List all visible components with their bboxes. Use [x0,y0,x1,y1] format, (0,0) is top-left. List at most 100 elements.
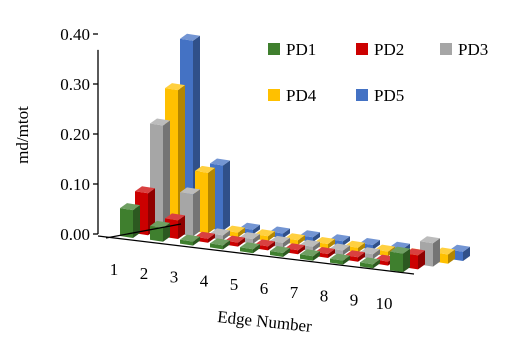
bar-side-face [208,167,215,234]
x-tick-label: 2 [140,264,149,283]
bar-pd1-edge-4 [210,238,230,250]
bar-side-face [433,238,440,267]
legend-swatch [268,89,280,101]
x-tick-label: 4 [200,271,209,290]
bar-side-face [328,239,335,249]
bar-top-face [270,235,290,243]
bar-side-face [343,236,350,246]
bar-side-face [298,245,305,255]
bar-side-face [313,241,320,252]
bar-side-face [178,215,185,239]
bar-top-face [120,203,140,211]
legend-label: PD1 [286,40,316,59]
x-tick-label: 9 [350,290,359,309]
bar-side-face [253,224,260,235]
bar-front-face [150,225,163,242]
bar-side-face [163,120,170,233]
bar-side-face [283,248,290,257]
bar-side-face [313,251,320,261]
bar-side-face [418,250,425,270]
bar-top-face [420,236,440,244]
bar-pd1-edge-8 [330,253,350,265]
bar-pd1-edge-10 [390,246,410,273]
y-tick-label: 0.00 [60,225,90,244]
floor-depth-line [105,223,182,239]
bar-top-face [165,213,185,221]
legend-item-pd3: PD3 [440,40,488,59]
bar-side-face [238,227,245,238]
x-tick-label: 10 [376,294,393,313]
bar-side-face [268,231,275,241]
bar-side-face [343,255,350,265]
legend-item-pd5: PD5 [356,86,404,105]
bar-pd1-edge-6 [270,246,290,257]
legend-label: PD4 [286,86,317,105]
bar-side-face [283,237,290,248]
bar-side-face [373,240,380,250]
bar-side-face [463,246,470,261]
bar-side-face [298,235,305,245]
y-tick-label: 0.10 [60,175,90,194]
bar-side-face [448,249,455,264]
bar-side-face [238,237,245,247]
bar-side-face [223,160,230,231]
legend-label: PD3 [458,40,488,59]
legend-swatch [268,43,280,55]
y-tick-label: 0.40 [60,25,90,44]
x-axis-line [97,235,415,275]
bar-top-face [345,250,365,258]
bar-side-face [358,252,365,262]
bar-side-face [253,234,260,244]
bar-side-face [193,189,200,237]
bars-layer [120,33,470,273]
bar-top-face [210,158,230,166]
bar-side-face [373,259,380,269]
bar-side-face [358,242,365,253]
bar-top-face [300,249,320,257]
y-tick-label: 0.20 [60,125,90,144]
text-layer: 0.00 0.10 0.20 0.30 0.40 1 2 3 4 5 6 7 8 9 10 md/mtot Ed… [13,25,393,336]
y-axis-title: md/mtot [13,106,32,164]
x-axis-title: Edge Number [216,307,313,336]
bar-top-face [330,253,350,261]
bar-top-face [330,243,350,251]
bar-pd1-edge-2 [150,220,170,242]
bar-side-face [373,249,380,259]
bar-top-face [180,234,200,242]
bar-top-face [165,83,185,91]
legend-swatch [440,43,452,55]
legend-label: PD5 [374,86,404,105]
x-tick-label: 6 [260,279,269,298]
bar-side-face [223,230,230,240]
bar-side-face [313,232,320,242]
bar-side-face [253,244,260,254]
bar-side-face [148,188,155,236]
bar-side-face [343,245,350,256]
bar-side-face [208,233,215,243]
bar-pd1-edge-5 [240,242,260,254]
legend-item-pd4: PD4 [268,86,317,105]
bar-pd1-edge-9 [360,257,380,269]
bar-side-face [283,228,290,239]
bar-front-face [120,208,133,238]
bar-top-face [180,33,200,41]
bar-top-face [195,165,215,173]
bar-pd2-edge-1 [135,186,155,236]
legend-item-pd2: PD2 [356,40,404,59]
legend-swatch [356,43,368,55]
bar-top-face [180,187,200,195]
bar-side-face [328,249,335,258]
bar-side-face [133,205,140,238]
bar-top-face [240,242,260,250]
bar-side-face [223,240,230,250]
bar-front-face [300,254,313,261]
bar-top-face [300,239,320,247]
x-tick-label: 3 [170,268,179,287]
legend-swatch [356,89,368,101]
bar-top-face [135,186,155,194]
bar-top-face [390,246,410,254]
y-tick-label: 0.30 [60,75,90,94]
bar-side-face [268,241,275,251]
x-tick-label: 1 [110,260,119,279]
